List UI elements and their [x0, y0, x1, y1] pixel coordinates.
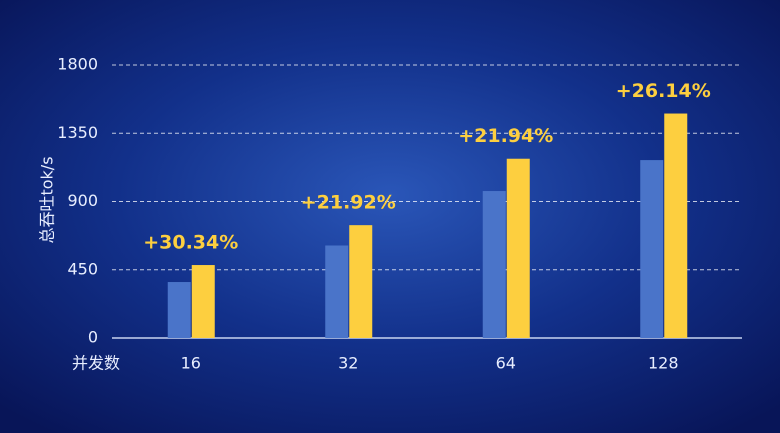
bar [664, 113, 688, 339]
annotation: +30.34% [143, 232, 238, 254]
x-tick-label: 16 [181, 354, 201, 373]
x-tick-label: 128 [648, 354, 679, 373]
bar [191, 265, 215, 338]
bar [167, 282, 191, 338]
y-axis-label: 总吞吐tok/s [38, 156, 57, 243]
y-tick-label: 1800 [57, 55, 98, 74]
annotation: +21.92% [301, 192, 396, 214]
x-axis-label: 并发数 [72, 354, 120, 373]
bar [325, 245, 349, 338]
y-tick-label: 0 [88, 328, 98, 347]
annotation: +26.14% [616, 80, 711, 102]
x-tick-label: 64 [496, 354, 516, 373]
bar [640, 160, 664, 338]
y-tick-label: 1350 [57, 123, 98, 142]
y-tick-label: 900 [67, 191, 98, 210]
x-tick-label: 32 [338, 354, 358, 373]
bar [506, 158, 530, 338]
annotation: +21.94% [458, 125, 553, 147]
bar [482, 191, 506, 338]
y-tick-label: 450 [67, 259, 98, 278]
bar [349, 225, 373, 338]
